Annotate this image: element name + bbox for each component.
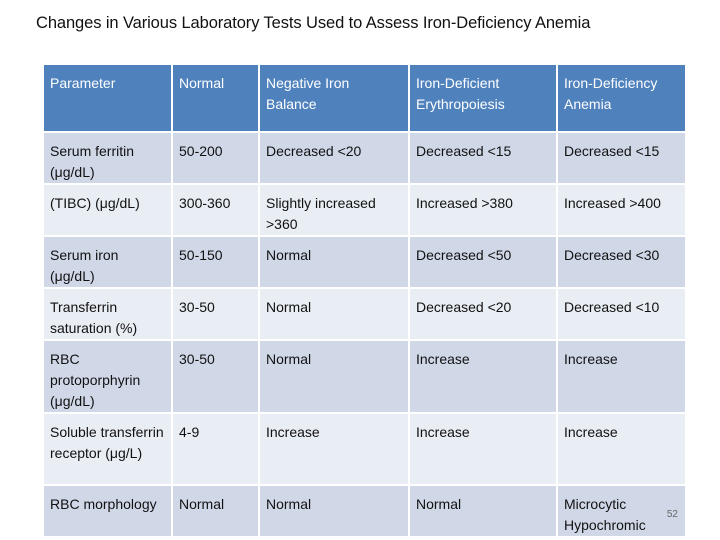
- table-cell: Microcytic Hypochromic: [556, 484, 687, 538]
- table-cell: 300-360: [171, 183, 260, 237]
- table-header-row: Parameter Normal Negative Iron Balance I…: [42, 63, 687, 133]
- table-cell: Decreased <20: [258, 131, 410, 185]
- header-normal: Normal: [171, 63, 260, 133]
- table-cell: Normal: [171, 484, 260, 538]
- table-row: Soluble transferrin receptor (μg/L) 4-9 …: [42, 412, 687, 486]
- table-cell: Soluble transferrin receptor (μg/L): [42, 412, 173, 486]
- table-cell: Serum ferritin (μg/dL): [42, 131, 173, 185]
- header-negative-iron-balance: Negative Iron Balance: [258, 63, 410, 133]
- table-row: (TIBC) (μg/dL) 300-360 Slightly increase…: [42, 183, 687, 237]
- table-cell: Normal: [258, 287, 410, 341]
- table-row: Serum iron (μg/dL) 50-150 Normal Decreas…: [42, 235, 687, 289]
- table-row: RBC protoporphyrin (μg/dL) 30-50 Normal …: [42, 339, 687, 414]
- table-cell: Increase: [556, 339, 687, 414]
- table-cell: Increased >400: [556, 183, 687, 237]
- table-cell: 50-200: [171, 131, 260, 185]
- page-number: 52: [666, 509, 678, 520]
- lab-tests-table: Parameter Normal Negative Iron Balance I…: [42, 63, 687, 538]
- table-cell: Slightly increased >360: [258, 183, 410, 237]
- page-title: Changes in Various Laboratory Tests Used…: [36, 14, 591, 32]
- table-cell: Normal: [258, 235, 410, 289]
- table-cell: Increase: [258, 412, 410, 486]
- table-cell: RBC protoporphyrin (μg/dL): [42, 339, 173, 414]
- table-cell: Decreased <10: [556, 287, 687, 341]
- table-cell: 30-50: [171, 339, 260, 414]
- table-row: Serum ferritin (μg/dL) 50-200 Decreased …: [42, 131, 687, 185]
- table-cell: 50-150: [171, 235, 260, 289]
- table-cell: Decreased <15: [556, 131, 687, 185]
- table-row: RBC morphology Normal Normal Normal Micr…: [42, 484, 687, 538]
- table-cell: Transferrin saturation (%): [42, 287, 173, 341]
- header-iron-deficiency-anemia: Iron-Deficiency Anemia: [556, 63, 687, 133]
- table-cell: Serum iron (μg/dL): [42, 235, 173, 289]
- table-cell: Increased >380: [408, 183, 558, 237]
- table-cell: Normal: [258, 484, 410, 538]
- table-cell: 30-50: [171, 287, 260, 341]
- header-iron-deficient-erythropoiesis: Iron-Deficient Erythropoiesis: [408, 63, 558, 133]
- table-row: Transferrin saturation (%) 30-50 Normal …: [42, 287, 687, 341]
- table-cell: Increase: [556, 412, 687, 486]
- table-cell: Increase: [408, 412, 558, 486]
- table-cell: Decreased <15: [408, 131, 558, 185]
- table-cell: Normal: [258, 339, 410, 414]
- table-cell: Decreased <20: [408, 287, 558, 341]
- table-cell: Normal: [408, 484, 558, 538]
- header-parameter: Parameter: [42, 63, 173, 133]
- table-cell: Increase: [408, 339, 558, 414]
- table-cell: (TIBC) (μg/dL): [42, 183, 173, 237]
- table-cell: RBC morphology: [42, 484, 173, 538]
- table-cell: 4-9: [171, 412, 260, 486]
- table-cell: Decreased <30: [556, 235, 687, 289]
- table-cell: Decreased <50: [408, 235, 558, 289]
